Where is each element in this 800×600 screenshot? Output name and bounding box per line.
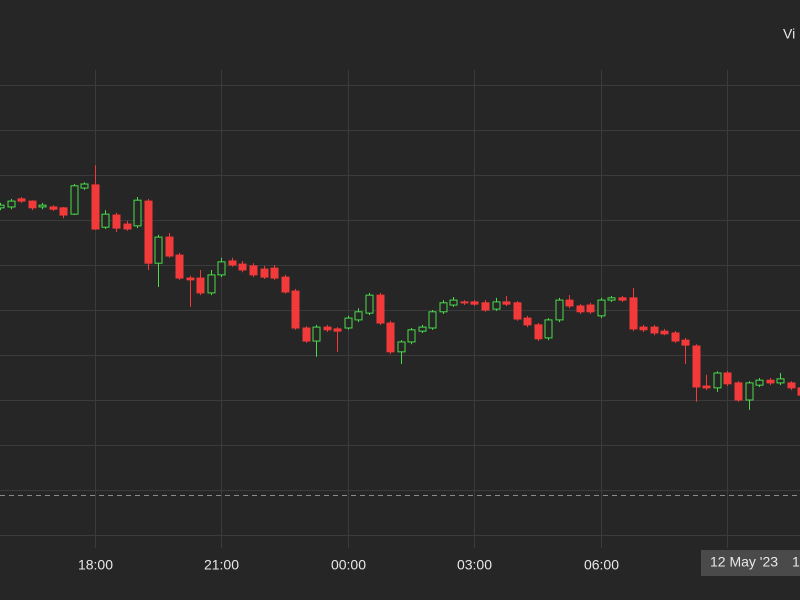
candle-body (397, 341, 406, 353)
candle-body (154, 236, 163, 264)
candle-body (17, 198, 26, 202)
candle-body (418, 326, 427, 332)
candle-body (702, 385, 711, 389)
candle-body (544, 319, 553, 339)
candle-body (144, 200, 153, 264)
candle-body (260, 268, 269, 278)
candle-body (7, 200, 16, 208)
candle-body (238, 263, 247, 271)
candle-body (713, 372, 722, 389)
crosshair-date: 12 May '23 (710, 554, 778, 570)
candle-body (281, 276, 290, 293)
candle-body (28, 200, 37, 209)
candle-body (175, 254, 184, 279)
candle-body (449, 299, 458, 306)
candle-body (0, 204, 5, 209)
candle-body (112, 214, 121, 229)
candle-body (660, 330, 669, 335)
top-right-text: Vi (783, 26, 795, 42)
candle-body (745, 382, 754, 401)
candle-body (766, 379, 775, 384)
candle-body (165, 236, 174, 257)
grid (0, 70, 800, 548)
candle-body (555, 299, 564, 321)
candle-body (302, 327, 311, 342)
candle-body (217, 261, 226, 276)
x-tick-label: 18:00 (78, 557, 113, 573)
candle-body (312, 326, 321, 342)
candle-body (681, 339, 690, 346)
candle-body (376, 294, 385, 324)
candle-body (723, 372, 732, 385)
candle-body (639, 326, 648, 331)
candle-body (80, 183, 89, 189)
candle-body (650, 326, 659, 334)
candle-body (523, 317, 532, 326)
x-tick-label: 06:00 (584, 557, 619, 573)
candles (0, 165, 800, 410)
candle-body (607, 297, 616, 301)
candle-body (428, 311, 437, 329)
candle-body (797, 387, 800, 396)
candle-body (565, 299, 574, 307)
x-tick-label: 03:00 (457, 557, 492, 573)
candle-body (228, 260, 237, 266)
candle-body (470, 301, 479, 305)
candle-body (344, 317, 353, 329)
x-tick-label: 21:00 (204, 557, 239, 573)
candle-body (59, 207, 68, 216)
candle-body (534, 324, 543, 340)
candle-body (91, 184, 100, 230)
candle-body (597, 299, 606, 317)
candle-body (692, 345, 701, 388)
candle-body (38, 204, 47, 208)
candle-body (586, 304, 595, 313)
crosshair-label-box (701, 550, 800, 576)
x-tick-label: 00:00 (331, 557, 366, 573)
candle-body (671, 332, 680, 342)
candle-body (513, 302, 522, 320)
candle-body (196, 277, 205, 294)
candle-body (186, 277, 195, 281)
candle-body (365, 294, 374, 314)
candle-body (249, 265, 258, 276)
candle-body (618, 297, 627, 301)
candle-body (576, 305, 585, 313)
candle-body (49, 206, 58, 210)
candle-body (123, 223, 132, 230)
candle-body (207, 274, 216, 294)
candle-body (481, 302, 490, 311)
candle-body (291, 290, 300, 329)
candle-body (333, 328, 342, 332)
candle-body (323, 326, 332, 331)
candle-body (755, 379, 764, 386)
candle-body (787, 382, 796, 389)
candle-body (270, 267, 279, 279)
candle-body (407, 329, 416, 343)
candle-body (629, 297, 638, 330)
candle-body (734, 382, 743, 401)
candle-body (492, 301, 501, 310)
candle-body (439, 302, 448, 313)
candle-body (386, 322, 395, 353)
candle-body (502, 301, 511, 305)
candle-body (776, 378, 785, 384)
candle-body (70, 185, 79, 215)
candle-body (101, 213, 110, 228)
candle-body (460, 301, 469, 304)
crosshair-time: 1 (792, 554, 800, 570)
candle-body (133, 199, 142, 227)
candle-body (354, 311, 363, 321)
